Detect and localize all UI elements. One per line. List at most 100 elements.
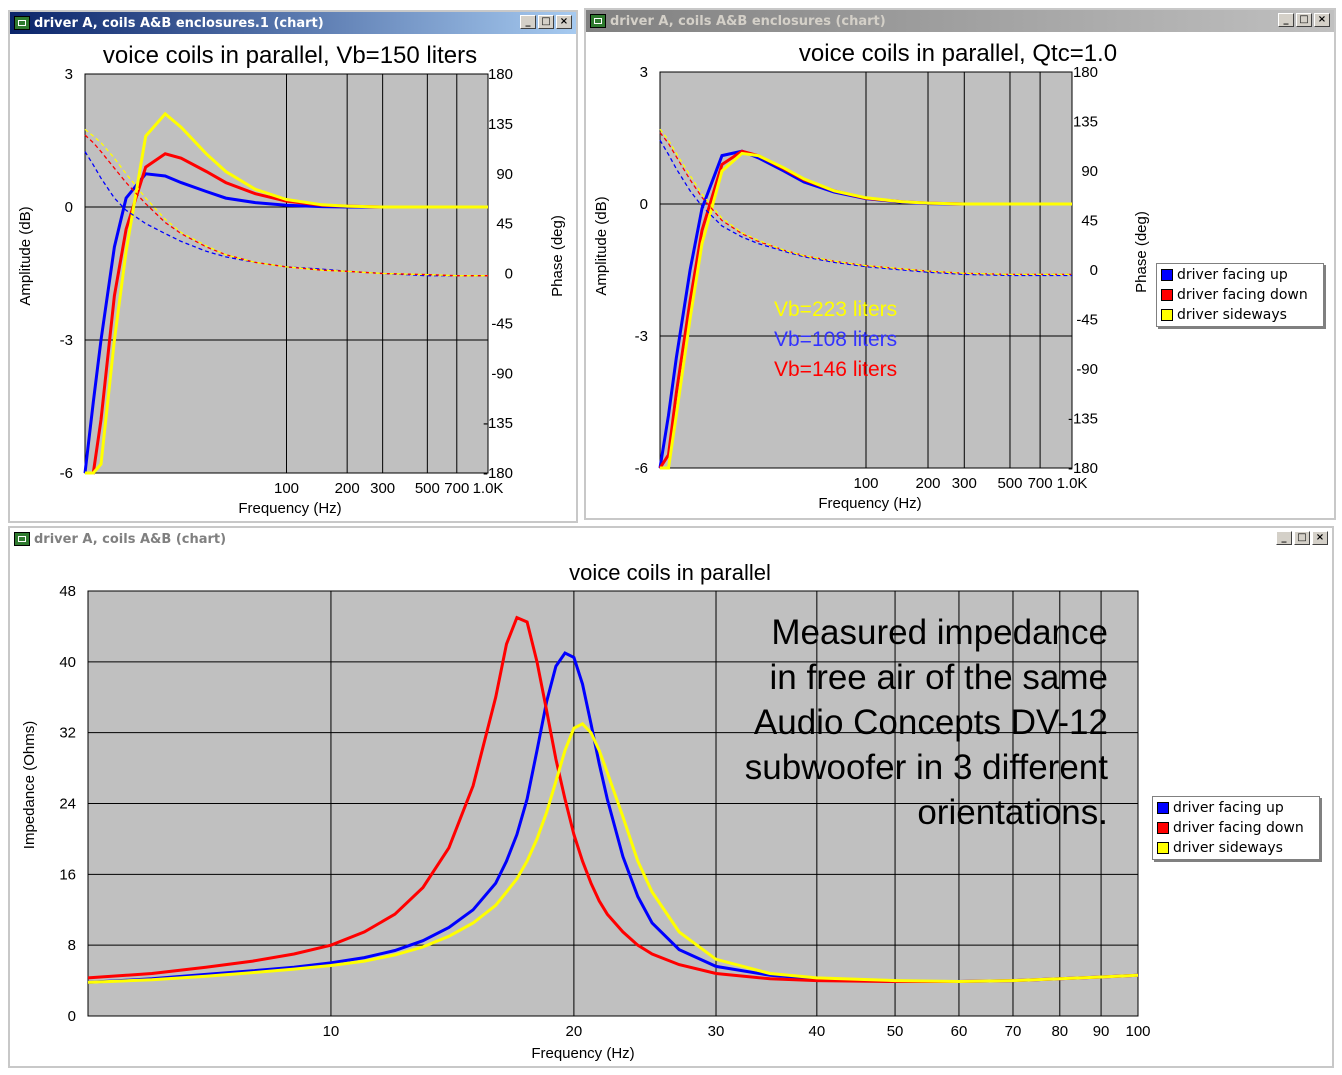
y-tick-label: 32 [59, 725, 76, 742]
phase-series-line [659, 128, 1072, 276]
close-button[interactable]: × [1312, 531, 1328, 545]
legend-swatch [1157, 822, 1169, 834]
y-tick-label: 0 [65, 199, 73, 216]
x-tick-label: 500 [415, 480, 440, 497]
y2-tick-label: -90 [1076, 361, 1098, 378]
y-tick-label: -6 [60, 465, 73, 482]
y2-tick-label: -135 [483, 415, 513, 432]
x-tick-label: 10 [323, 1023, 340, 1040]
y2-tick-label: -45 [1076, 312, 1098, 329]
window-titlebar[interactable]: driver A, coils A&B (chart) _ □ × [10, 528, 1332, 550]
note-line: Audio Concepts DV-12 [753, 703, 1108, 742]
x-tick-label: 40 [808, 1023, 825, 1040]
chart-title: voice coils in parallel, Qtc=1.0 [799, 40, 1117, 67]
window-title: driver A, coils A&B enclosures (chart) [610, 13, 886, 29]
legend-label: driver facing up [1177, 267, 1288, 283]
x-tick-label: 100 [274, 480, 299, 497]
y-tick-label: 3 [640, 64, 648, 81]
x-tick-label: 100 [853, 475, 878, 492]
y2-tick-label: 180 [488, 66, 513, 83]
chart-app-icon [14, 532, 30, 546]
vb-yellow-note: Vb=223 liters [774, 298, 898, 321]
note-line: subwoofer in 3 different [744, 748, 1108, 787]
minimize-button[interactable]: _ [520, 15, 536, 29]
y2-tick-label: -135 [1068, 411, 1098, 428]
x-tick-label: 80 [1051, 1023, 1068, 1040]
legend-label: driver facing down [1177, 287, 1308, 303]
y-tick-label: 0 [640, 196, 648, 213]
x-tick-label: 700 [444, 480, 469, 497]
maximize-button[interactable]: □ [1294, 531, 1310, 545]
x-tick-label: 500 [997, 475, 1022, 492]
x-tick-label: 200 [915, 475, 940, 492]
series-line [85, 111, 488, 475]
legend-item: driver facing down [1157, 818, 1315, 838]
y2-tick-label: -45 [491, 315, 513, 332]
y2-tick-label: 45 [1081, 213, 1098, 230]
chart-title: voice coils in parallel, Vb=150 liters [103, 42, 477, 69]
top-right-legend: driver facing up driver facing down driv… [1156, 263, 1324, 327]
window-titlebar[interactable]: driver A, coils A&B enclosures.1 (chart)… [10, 12, 576, 34]
y2-tick-label: 0 [505, 266, 513, 283]
x-tick-label: 200 [335, 480, 360, 497]
x-tick-label: 20 [566, 1023, 583, 1040]
y-tick-label: -6 [635, 460, 648, 477]
y2-tick-label: 180 [1073, 64, 1098, 81]
phase-series-line [659, 132, 1072, 276]
y-tick-label: 48 [59, 583, 76, 600]
note-line: in free air of the same [769, 658, 1109, 697]
y-tick-label: 16 [59, 866, 76, 883]
y-tick-label: 8 [68, 937, 76, 954]
bottom-legend: driver facing up driver facing down driv… [1152, 796, 1320, 860]
window-titlebar[interactable]: driver A, coils A&B enclosures (chart) _… [586, 10, 1334, 32]
maximize-button[interactable]: □ [1296, 13, 1312, 27]
minimize-button[interactable]: _ [1276, 531, 1292, 545]
x-tick-label: 1.0K [1057, 475, 1088, 492]
legend-swatch [1161, 289, 1173, 301]
legend-label: driver facing up [1173, 800, 1284, 816]
x-tick-label: 50 [887, 1023, 904, 1040]
minimize-button[interactable]: _ [1278, 13, 1294, 27]
y2-axis-label: Phase (deg) [1133, 211, 1150, 293]
y2-tick-label: 90 [1081, 163, 1098, 180]
chart-app-icon [14, 16, 30, 30]
y-tick-label: 24 [59, 796, 76, 813]
series-line [87, 615, 1139, 983]
y-tick-label: 40 [59, 654, 76, 671]
phase-series-line [659, 139, 1072, 277]
x-tick-label: 300 [952, 475, 977, 492]
y2-tick-label: -180 [483, 465, 513, 482]
legend-item: driver facing up [1161, 265, 1319, 285]
x-tick-label: 70 [1005, 1023, 1022, 1040]
x-tick-label: 30 [708, 1023, 725, 1040]
legend-item: driver facing up [1157, 798, 1315, 818]
legend-item: driver sideways [1157, 838, 1315, 858]
y2-tick-label: 135 [1073, 114, 1098, 131]
phase-series-line [84, 151, 488, 277]
series-line [87, 721, 1139, 984]
legend-item: driver facing down [1161, 285, 1319, 305]
maximize-button[interactable]: □ [538, 15, 554, 29]
legend-swatch [1161, 309, 1173, 321]
close-button[interactable]: × [556, 15, 572, 29]
legend-item: driver sideways [1161, 305, 1319, 325]
x-tick-label: 1.0K [473, 480, 504, 497]
legend-label: driver sideways [1173, 840, 1283, 856]
y-tick-label: 3 [65, 66, 73, 83]
chart-title: voice coils in parallel [569, 560, 771, 585]
y-tick-label: -3 [635, 328, 648, 345]
y2-tick-label: 135 [488, 116, 513, 133]
window-title: driver A, coils A&B enclosures.1 (chart) [34, 15, 324, 31]
series-line [660, 151, 1072, 470]
measured-impedance-note: Measured impedance in free air of the sa… [688, 610, 1108, 835]
vb-blue-note: Vb=108 liters [774, 328, 898, 351]
legend-swatch [1161, 269, 1173, 281]
x-tick-label: 90 [1093, 1023, 1110, 1040]
x-tick-label: 100 [1125, 1023, 1150, 1040]
legend-label: driver facing down [1173, 820, 1304, 836]
close-button[interactable]: × [1314, 13, 1330, 27]
y2-tick-label: -90 [491, 365, 513, 382]
window-title: driver A, coils A&B (chart) [34, 531, 227, 547]
phase-series-line [84, 128, 488, 277]
